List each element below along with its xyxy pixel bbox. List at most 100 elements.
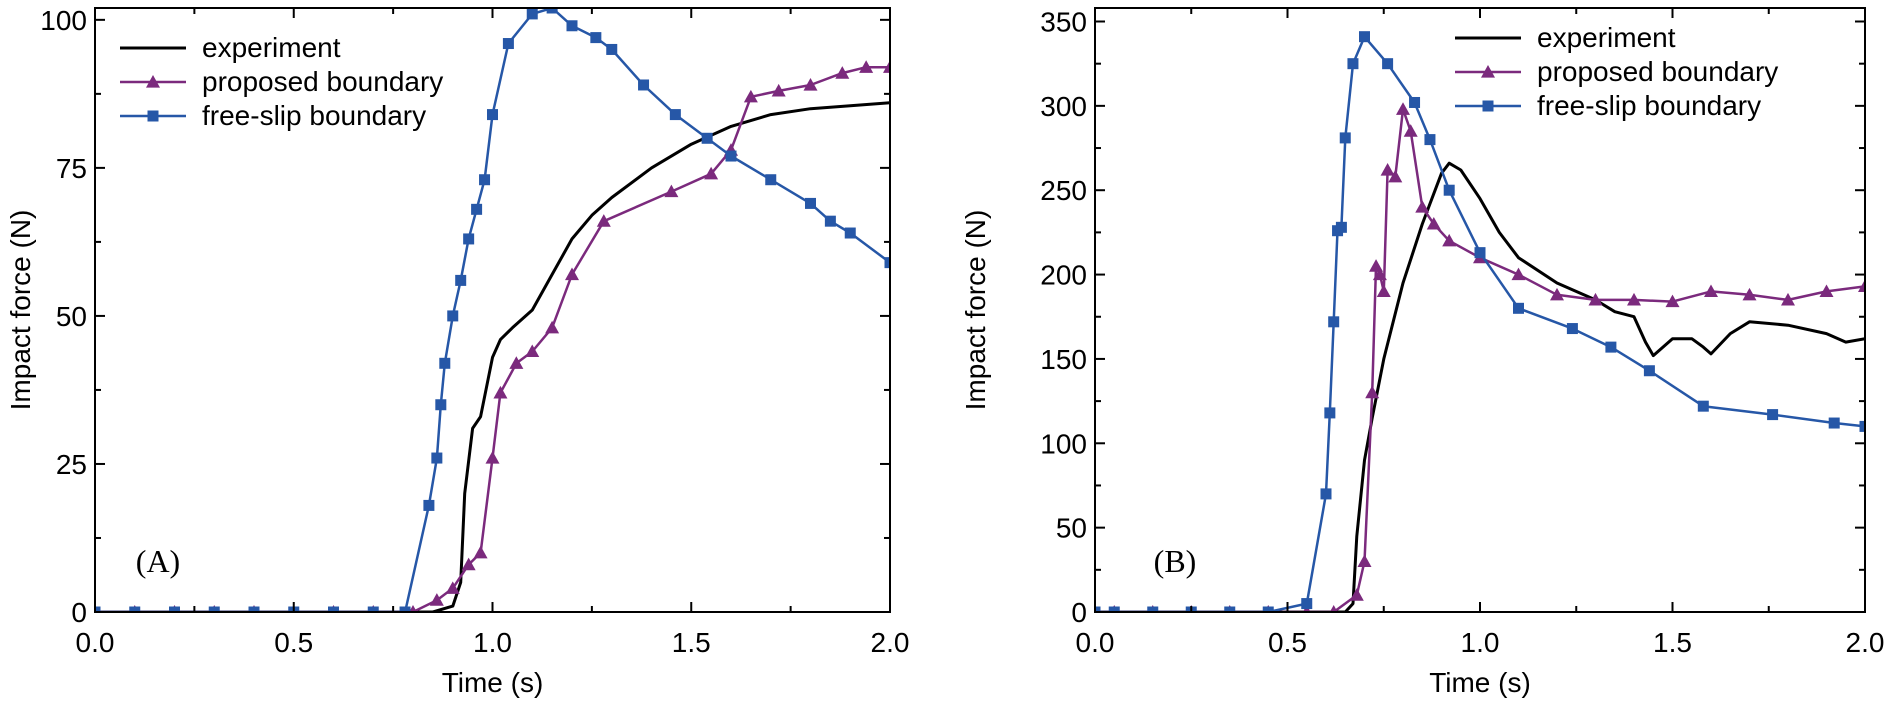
- data-point-free-slip-boundary: [1147, 606, 1159, 612]
- series-line-experiment: [1095, 161, 1865, 612]
- data-point-free-slip-boundary: [423, 499, 435, 511]
- data-point-free-slip-boundary: [439, 357, 451, 369]
- y-tick-label: 300: [1040, 91, 1087, 122]
- data-point-free-slip-boundary: [701, 132, 713, 144]
- data-point-free-slip-boundary: [1320, 488, 1332, 500]
- data-point-free-slip-boundary: [824, 215, 836, 227]
- data-point-free-slip-boundary: [1324, 407, 1336, 419]
- data-point-proposed-boundary: [1403, 124, 1418, 137]
- data-point-free-slip-boundary: [399, 606, 411, 612]
- data-point-proposed-boundary: [1550, 287, 1564, 301]
- data-point-free-slip-boundary: [725, 150, 737, 162]
- legend-marker: [1481, 65, 1495, 78]
- y-tick-label: 50: [1056, 513, 1087, 544]
- panel-label: (B): [1154, 543, 1197, 579]
- data-point-proposed-boundary: [859, 60, 874, 73]
- x-tick-label: 0.0: [1076, 627, 1115, 658]
- y-tick-label: 100: [40, 5, 87, 36]
- x-tick-label: 1.5: [672, 627, 711, 658]
- data-point-proposed-boundary: [1858, 279, 1865, 292]
- data-point-proposed-boundary: [473, 545, 488, 559]
- data-point-free-slip-boundary: [638, 79, 650, 91]
- data-point-proposed-boundary: [429, 593, 444, 606]
- data-point-proposed-boundary: [1380, 162, 1395, 176]
- data-point-free-slip-boundary: [590, 32, 602, 44]
- data-point-proposed-boundary: [493, 385, 508, 399]
- data-point-proposed-boundary: [835, 66, 850, 79]
- legend-entry-proposed-boundary: proposed boundary: [1455, 56, 1778, 87]
- data-point-free-slip-boundary: [546, 8, 558, 14]
- data-point-free-slip-boundary: [431, 452, 443, 464]
- data-point-free-slip-boundary: [1513, 302, 1524, 314]
- data-point-free-slip-boundary: [328, 606, 339, 612]
- data-point-proposed-boundary: [803, 77, 818, 91]
- data-point-proposed-boundary: [509, 356, 524, 369]
- panel-label: (A): [136, 543, 180, 579]
- series-free-slip-boundary: [1095, 31, 1865, 612]
- data-point-free-slip-boundary: [95, 606, 101, 612]
- data-point-free-slip-boundary: [502, 38, 514, 50]
- legend-label: experiment: [1537, 22, 1676, 53]
- data-point-free-slip-boundary: [1443, 184, 1455, 196]
- data-point-free-slip-boundary: [1095, 606, 1101, 612]
- data-point-proposed-boundary: [1588, 292, 1603, 306]
- plot-frame: [94, 7, 891, 613]
- y-axis-title: Impact force (N): [960, 210, 991, 411]
- y-axis-title: Impact force (N): [5, 210, 36, 411]
- legend-entry-experiment: experiment: [1455, 22, 1676, 53]
- data-point-proposed-boundary: [1511, 267, 1526, 281]
- data-point-proposed-boundary: [596, 214, 611, 227]
- chart-panel-b: 0.0 0.5 1.0 1.5 2.0 0 50 100 150 200 250 300 350 Time…: [960, 6, 1884, 698]
- data-point-free-slip-boundary: [765, 174, 777, 186]
- legend-marker: [1482, 100, 1494, 112]
- data-point-free-slip-boundary: [1409, 96, 1421, 108]
- x-axis-title: Time (s): [1429, 667, 1531, 698]
- data-point-free-slip-boundary: [1382, 58, 1394, 70]
- series-proposed-boundary: [1095, 102, 1865, 612]
- data-point-free-slip-boundary: [1262, 606, 1274, 612]
- y-tick-label: 250: [1040, 175, 1087, 206]
- data-point-proposed-boundary: [1426, 216, 1441, 230]
- data-point-free-slip-boundary: [129, 606, 141, 612]
- data-point-free-slip-boundary: [1224, 606, 1236, 612]
- legend-label: free-slip boundary: [1537, 90, 1761, 121]
- data-point-proposed-boundary: [883, 60, 890, 73]
- y-tick-label: 25: [56, 449, 87, 480]
- data-point-proposed-boundary: [1372, 267, 1387, 281]
- y-tick-label: 50: [56, 301, 87, 332]
- data-point-free-slip-boundary: [1859, 420, 1865, 432]
- data-point-proposed-boundary: [1349, 588, 1364, 601]
- data-point-proposed-boundary: [1329, 605, 1338, 612]
- data-point-free-slip-boundary: [606, 43, 618, 55]
- x-tick-label: 0.5: [274, 627, 313, 658]
- x-tick-label: 2.0: [871, 627, 910, 658]
- legend-label: proposed boundary: [202, 66, 443, 97]
- series-line-experiment: [95, 101, 890, 612]
- data-point-proposed-boundary: [704, 166, 719, 180]
- series-free-slip-boundary: [95, 8, 890, 612]
- x-tick-label: 0.0: [76, 627, 115, 658]
- data-point-free-slip-boundary: [669, 109, 681, 121]
- data-point-proposed-boundary: [1665, 294, 1680, 308]
- x-tick-label: 1.0: [473, 627, 512, 658]
- series-line-free-slip-boundary: [1095, 35, 1865, 612]
- data-point-free-slip-boundary: [805, 197, 816, 209]
- x-tick-label: 0.5: [1268, 627, 1307, 658]
- data-point-free-slip-boundary: [1328, 316, 1340, 328]
- data-point-free-slip-boundary: [435, 399, 447, 411]
- data-point-free-slip-boundary: [1566, 323, 1578, 335]
- legend-entry-free-slip-boundary: free-slip boundary: [120, 100, 426, 131]
- data-point-proposed-boundary: [1627, 292, 1641, 306]
- y-tick-label: 0: [1071, 597, 1087, 628]
- data-point-proposed-boundary: [525, 344, 540, 358]
- data-point-proposed-boundary: [445, 581, 460, 594]
- data-point-proposed-boundary: [1742, 287, 1757, 301]
- data-point-free-slip-boundary: [1697, 400, 1709, 412]
- data-point-free-slip-boundary: [1643, 365, 1655, 377]
- y-tick-label: 350: [1040, 6, 1087, 37]
- data-point-free-slip-boundary: [884, 257, 890, 269]
- series-line-proposed-boundary: [1095, 107, 1865, 612]
- series-experiment: [95, 101, 890, 612]
